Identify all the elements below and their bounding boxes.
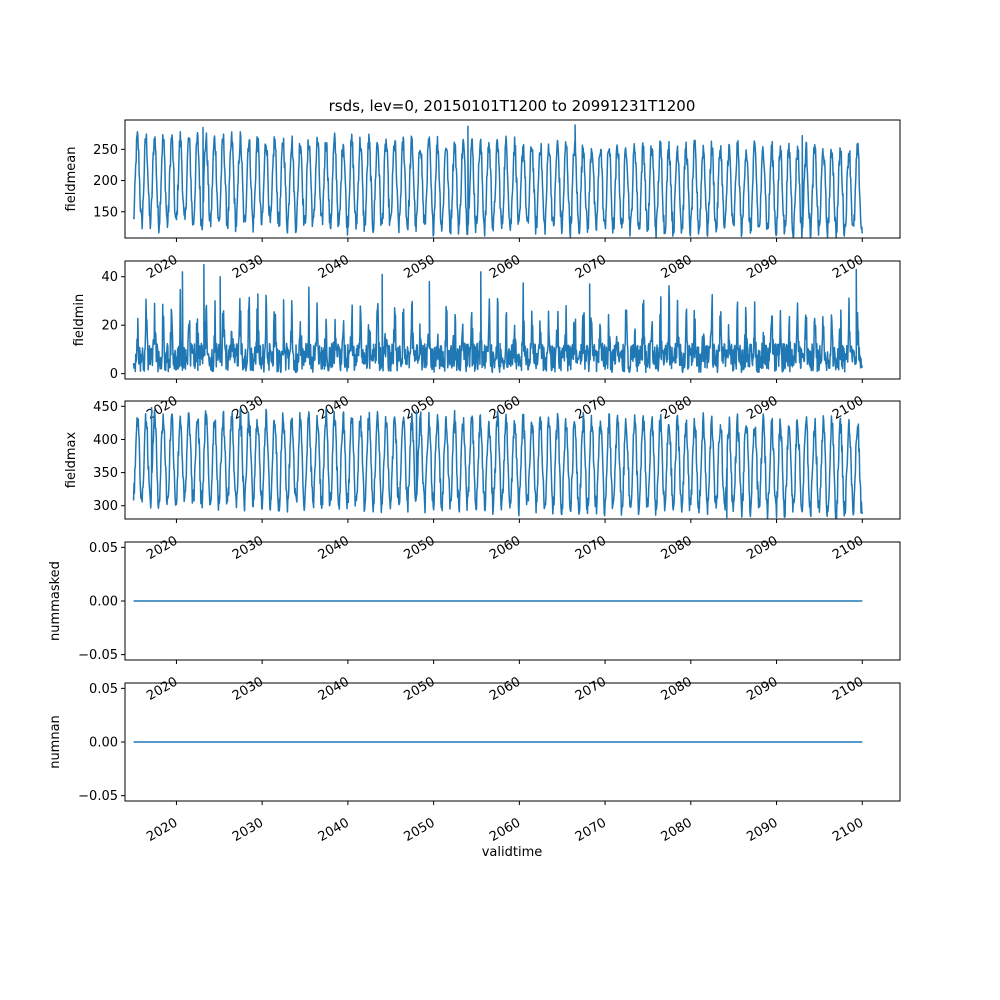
series-line-fieldmean — [132, 124, 864, 238]
y-tick-label: 0.00 — [89, 736, 118, 751]
y-tick-label: 0 — [110, 367, 118, 382]
y-axis-label-fieldmin: fieldmin — [72, 294, 87, 347]
series-line-fieldmin — [132, 263, 864, 374]
y-axis-label-fieldmean: fieldmean — [64, 147, 79, 212]
y-tick-label: 250 — [93, 143, 118, 158]
plot-frame — [124, 260, 901, 380]
y-tick-label: 20 — [101, 319, 118, 334]
y-axis-label-nummasked: nummasked — [48, 561, 63, 641]
y-tick-label: 200 — [93, 174, 118, 189]
y-tick-label: −0.05 — [78, 648, 118, 663]
plot-frame — [124, 400, 901, 520]
y-tick-label: 150 — [93, 205, 118, 220]
y-tick-label: 0.00 — [89, 595, 118, 610]
y-tick-label: 0.05 — [89, 682, 118, 697]
y-tick-label: −0.05 — [78, 789, 118, 804]
y-tick-label: 40 — [101, 270, 118, 285]
y-tick-label: 300 — [93, 499, 118, 514]
plot-frame — [124, 119, 901, 239]
y-tick-label: 0.05 — [89, 541, 118, 556]
y-tick-label: 400 — [93, 433, 118, 448]
y-axis-label-fieldmax: fieldmax — [64, 432, 79, 489]
series-line-fieldmax — [132, 406, 864, 519]
chart-title: rsds, lev=0, 20150101T1200 to 20991231T1… — [329, 97, 696, 115]
x-axis-label: validtime — [482, 845, 543, 860]
y-tick-label: 450 — [93, 400, 118, 415]
y-tick-label: 350 — [93, 466, 118, 481]
y-axis-label-numnan: numnan — [48, 715, 63, 769]
